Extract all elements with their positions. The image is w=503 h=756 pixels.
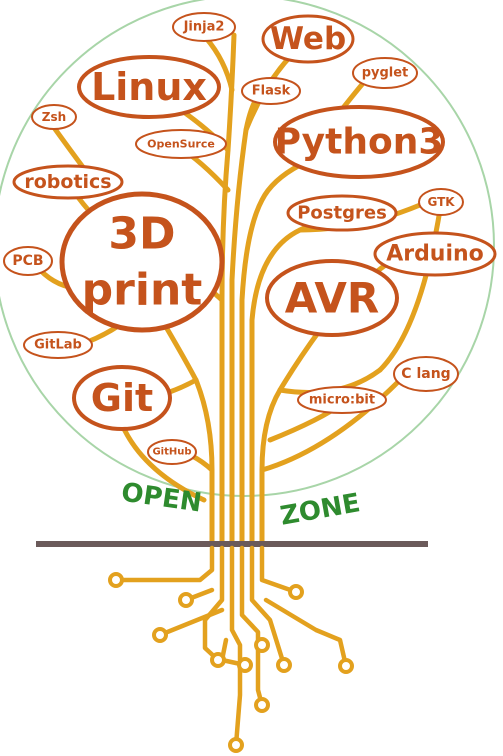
root-pad bbox=[239, 659, 251, 671]
node-linux: Linux bbox=[79, 57, 219, 117]
node-label: robotics bbox=[24, 171, 111, 193]
node-label: 3D bbox=[108, 209, 175, 260]
node-zsh: Zsh bbox=[32, 105, 76, 129]
node-3dprint: 3D print bbox=[62, 194, 222, 330]
node-web: Web bbox=[263, 16, 353, 62]
node-opensurce: OpenSurce bbox=[136, 130, 226, 158]
node-label: pyglet bbox=[362, 66, 409, 81]
root-trace-2 bbox=[232, 548, 240, 745]
node-label: Postgres bbox=[297, 203, 387, 224]
node-label: C lang bbox=[401, 366, 450, 382]
node-robotics: robotics bbox=[14, 166, 122, 198]
node-label: GTK bbox=[427, 195, 455, 209]
node-label: Jinja2 bbox=[183, 20, 225, 35]
root-pad bbox=[256, 639, 268, 651]
node-label: Flask bbox=[252, 84, 291, 99]
node-label: Git bbox=[91, 376, 153, 420]
node-label: Web bbox=[270, 21, 346, 57]
node-label: Zsh bbox=[42, 110, 66, 124]
node-flask: Flask bbox=[242, 78, 300, 104]
node-label: micro:bit bbox=[309, 393, 375, 408]
root-pad bbox=[290, 586, 302, 598]
node-label: Arduino bbox=[386, 242, 484, 267]
node-github: GitHub bbox=[148, 440, 196, 464]
node-gtk: GTK bbox=[419, 189, 463, 215]
root-pad bbox=[256, 699, 268, 711]
node-label-line2: print bbox=[82, 265, 203, 316]
node-microbit: micro:bit bbox=[298, 387, 386, 413]
node-pyglet: pyglet bbox=[353, 58, 417, 88]
node-python3: Python3 bbox=[275, 107, 444, 177]
node-gitlab: GitLab bbox=[24, 332, 92, 358]
root-pad bbox=[230, 739, 242, 751]
trunk-line-2 bbox=[232, 92, 262, 545]
circuit-roots bbox=[116, 548, 346, 745]
root-pad bbox=[340, 660, 352, 672]
root-trace-8 bbox=[262, 548, 296, 592]
node-label: OpenSurce bbox=[147, 138, 215, 151]
node-label: PCB bbox=[12, 253, 43, 269]
root-trace-7 bbox=[160, 610, 222, 635]
node-label: Python3 bbox=[275, 122, 444, 163]
root-pad bbox=[180, 594, 192, 606]
root-pad bbox=[154, 629, 166, 641]
root-trace-5 bbox=[116, 548, 212, 580]
node-label: Linux bbox=[91, 65, 207, 109]
node-git: Git bbox=[74, 367, 170, 429]
root-pad bbox=[110, 574, 122, 586]
node-postgres: Postgres bbox=[288, 196, 396, 230]
root-pad bbox=[212, 654, 224, 666]
node-label: AVR bbox=[285, 274, 380, 323]
root-trace-9 bbox=[266, 600, 346, 666]
node-pcb: PCB bbox=[4, 247, 52, 275]
root-pad bbox=[278, 659, 290, 671]
node-arduino: Arduino bbox=[375, 233, 495, 275]
node-label: GitHub bbox=[152, 447, 191, 458]
node-jinja2: Jinja2 bbox=[173, 13, 235, 41]
node-clang: C lang bbox=[394, 357, 458, 391]
node-avr: AVR bbox=[267, 261, 397, 335]
open-word: OPEN bbox=[119, 478, 203, 519]
zone-word: ZONE bbox=[278, 488, 362, 532]
node-label: GitLab bbox=[34, 338, 82, 353]
